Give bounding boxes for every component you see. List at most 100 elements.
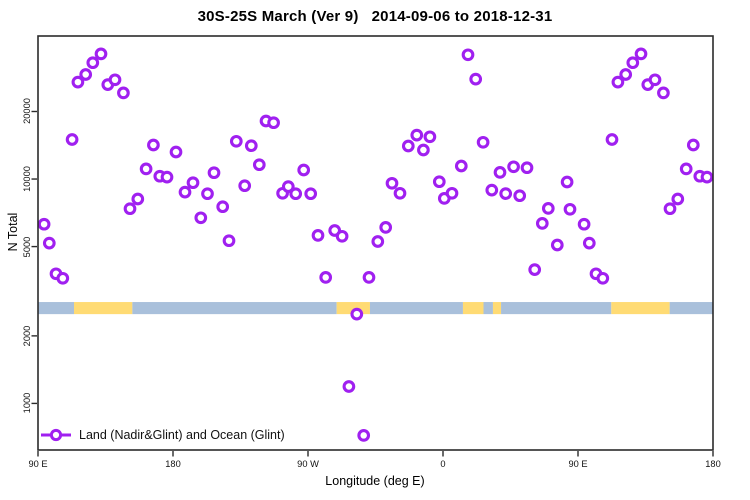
plot-border [37, 35, 714, 451]
data-point [560, 175, 574, 189]
plot-frame [37, 35, 714, 451]
data-point [410, 128, 424, 142]
band-segment-land [74, 302, 133, 315]
data-point [56, 271, 70, 285]
data-point [342, 380, 356, 393]
data-point [663, 202, 677, 216]
band-segment-ocean [38, 302, 74, 315]
data-point [528, 263, 542, 276]
data-point [222, 234, 236, 248]
data-point [289, 187, 303, 201]
data-point [550, 238, 564, 252]
data-point [657, 86, 670, 100]
legend: Land (Nadir&Glint) and Ocean (Glint) [40, 427, 285, 443]
x-tick-label: 90 E [28, 459, 48, 469]
data-point [94, 47, 108, 61]
x-tick-label: 90 E [568, 459, 588, 469]
chart-title: 30S-25S March (Ver 9) 2014-09-06 to 2018… [197, 8, 553, 25]
data-point [108, 73, 122, 87]
data-point [160, 170, 174, 184]
y-tick-label: 5000 [22, 236, 32, 257]
data-point [520, 161, 534, 175]
data-point [207, 166, 221, 180]
data-point [71, 75, 85, 89]
data-point [626, 56, 640, 70]
data-point [281, 180, 295, 193]
band-segment-ocean [501, 302, 612, 315]
y-tick-label: 10000 [22, 166, 32, 192]
data-point [194, 211, 208, 225]
data-point [229, 134, 243, 148]
data-point [244, 139, 258, 153]
data-point [476, 135, 490, 149]
data-point [535, 217, 549, 230]
x-axis-title: Longitude (deg E) [325, 474, 425, 488]
data-point [671, 192, 685, 206]
x-tick-label: 90 W [297, 459, 319, 469]
band-segment-ocean [369, 302, 463, 315]
data-point [385, 176, 399, 190]
data-point [679, 162, 693, 176]
data-point [469, 72, 483, 86]
data-point [304, 187, 318, 201]
data-point [605, 133, 619, 146]
data-point [379, 221, 393, 234]
data-point [582, 236, 596, 250]
data-point [541, 202, 555, 215]
legend-label: Land (Nadir&Glint) and Ocean (Glint) [79, 428, 285, 442]
data-point [238, 179, 252, 193]
data-point [65, 133, 79, 146]
data-point [186, 176, 200, 190]
data-point [499, 187, 513, 200]
data-point [362, 271, 376, 284]
data-point [619, 68, 633, 81]
data-point [37, 217, 51, 231]
band-segment-ocean [483, 302, 493, 315]
data-point [297, 163, 311, 177]
x-tick-label: 180 [165, 459, 181, 469]
y-tick-label: 1000 [22, 393, 32, 414]
data-point [86, 56, 100, 70]
y-axis-title: N Total [6, 212, 20, 252]
data-point [42, 236, 56, 250]
data-point [417, 143, 430, 157]
data-point [648, 73, 662, 87]
data-point [117, 86, 130, 100]
band-segment-land [492, 302, 502, 315]
data-point [432, 175, 446, 189]
data-point [485, 183, 499, 197]
data-point [139, 162, 153, 176]
band-segment-land [462, 302, 484, 315]
data-point [252, 158, 266, 172]
band-segment-land [611, 302, 670, 315]
data-point [319, 271, 333, 284]
data-point [445, 186, 459, 200]
data-point [371, 235, 385, 248]
data-point [401, 139, 415, 153]
band-segment-ocean [669, 302, 713, 315]
legend-marker-icon [41, 428, 71, 442]
data-point [79, 68, 93, 81]
data-point [335, 229, 349, 243]
data-point [507, 160, 520, 174]
axis-ticks [31, 110, 714, 457]
data-point [169, 145, 183, 159]
data-point [216, 200, 230, 214]
data-point [423, 130, 437, 144]
data-point [513, 189, 527, 203]
data-point [131, 192, 145, 206]
data-point [461, 48, 475, 62]
data-point [357, 429, 371, 442]
data-point [686, 138, 700, 152]
data-point [393, 186, 407, 200]
x-tick-label: 0 [440, 459, 446, 469]
y-tick-label: 20000 [22, 98, 32, 125]
data-points [37, 47, 714, 442]
data-point [563, 202, 577, 216]
x-tick-label: 180 [705, 459, 721, 469]
data-point [700, 170, 714, 184]
data-point [454, 159, 468, 173]
data-point [493, 166, 507, 179]
